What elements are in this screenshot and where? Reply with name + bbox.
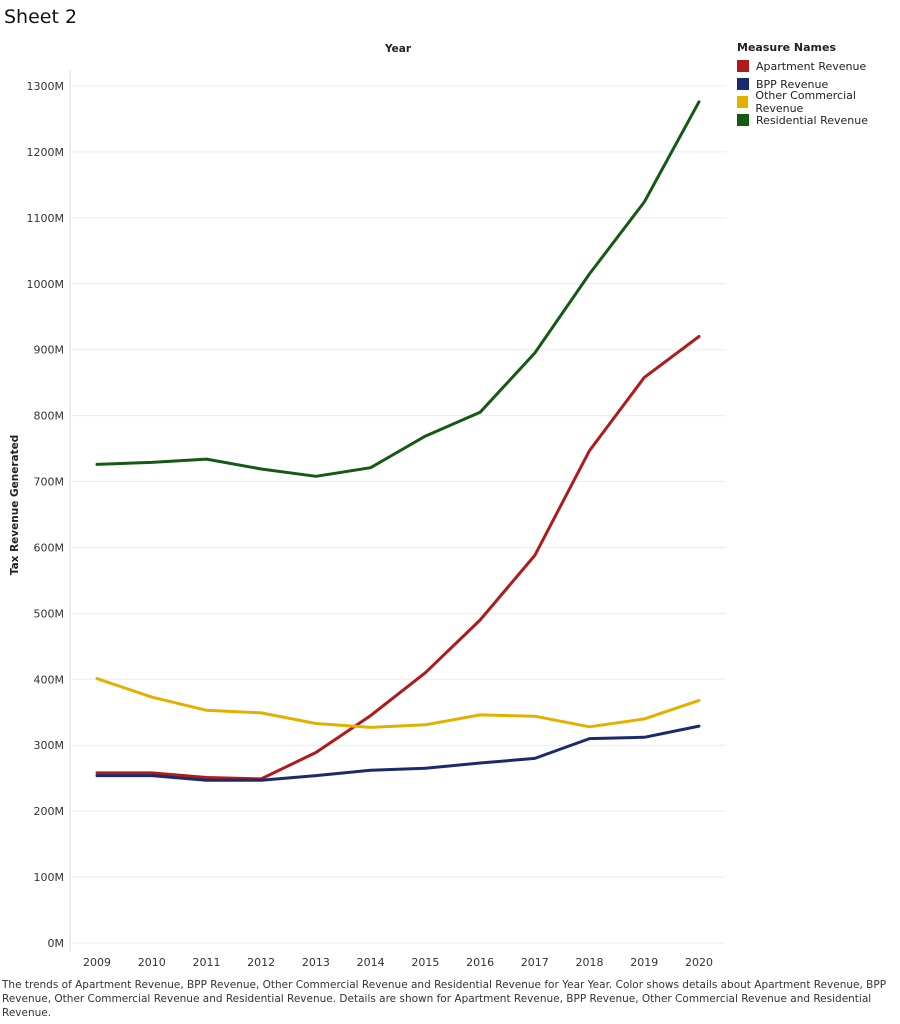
x-tick-label: 2017 [521, 956, 549, 969]
x-tick-label: 2018 [576, 956, 604, 969]
legend-label: Other Commercial Revenue [755, 89, 856, 115]
legend-item-apartment-revenue[interactable]: Apartment Revenue [737, 57, 900, 75]
y-tick-label: 0M [48, 937, 65, 950]
y-tick-label: 500M [34, 607, 65, 620]
legend-swatch [737, 114, 749, 126]
legend-swatch [737, 78, 749, 90]
y-tick-label: 400M [34, 673, 65, 686]
y-tick-label: 700M [34, 476, 65, 489]
chart-title: Year [384, 43, 412, 55]
sheet-title: Sheet 2 [4, 6, 78, 28]
x-tick-label: 2013 [302, 956, 330, 969]
x-tick-label: 2009 [83, 956, 111, 969]
x-tick-label: 2012 [247, 956, 275, 969]
x-tick-label: 2015 [411, 956, 439, 969]
legend-item-residential-revenue[interactable]: Residential Revenue [737, 111, 900, 129]
y-tick-label: 100M [34, 871, 65, 884]
legend-label: Residential Revenue [756, 113, 868, 127]
x-tick-label: 2014 [357, 956, 385, 969]
gridlines [69, 70, 726, 952]
series-line-bpp-revenue[interactable] [95, 724, 701, 782]
chart-caption: The trends of Apartment Revenue, BPP Rev… [2, 979, 887, 1019]
y-tick-label: 800M [34, 410, 65, 423]
legend-label: BPP Revenue [756, 77, 829, 91]
legend-swatch [737, 60, 749, 72]
x-tick-label: 2016 [466, 956, 494, 969]
series-line-apartment-revenue[interactable] [95, 335, 701, 781]
y-tick-label: 1200M [27, 146, 65, 159]
legend-label: Apartment Revenue [756, 59, 867, 73]
y-tick-label: 1300M [27, 80, 65, 93]
legend: Measure Names Apartment Revenue BPP Reve… [737, 41, 900, 129]
y-axis-title: Tax Revenue Generated [9, 435, 21, 575]
series-lines [95, 100, 701, 782]
y-axis: 0M 100M 200M 300M 400M 500M 600M 700M 800M 900M 10… [27, 80, 65, 950]
series-line-other-commercial-revenue[interactable] [95, 677, 701, 729]
legend-title: Measure Names [737, 41, 837, 54]
x-axis: 2009 2010 2011 2012 2013 2014 2015 2016 2017 2018… [83, 956, 713, 969]
x-tick-label: 2020 [685, 956, 713, 969]
legend-item-other-commercial-revenue[interactable]: Other Commercial Revenue [737, 89, 900, 115]
y-tick-label: 1000M [27, 278, 65, 291]
legend-item-bpp-revenue[interactable]: BPP Revenue [737, 75, 900, 93]
x-tick-label: 2011 [192, 956, 220, 969]
legend-swatch [737, 96, 749, 108]
y-tick-label: 900M [34, 344, 65, 357]
y-tick-label: 300M [34, 739, 65, 752]
y-tick-label: 200M [34, 805, 65, 818]
x-tick-label: 2010 [138, 956, 166, 969]
y-tick-label: 600M [34, 541, 65, 554]
series-line-residential-revenue[interactable] [95, 100, 701, 478]
y-tick-label: 1100M [27, 212, 65, 225]
x-tick-label: 2019 [630, 956, 658, 969]
